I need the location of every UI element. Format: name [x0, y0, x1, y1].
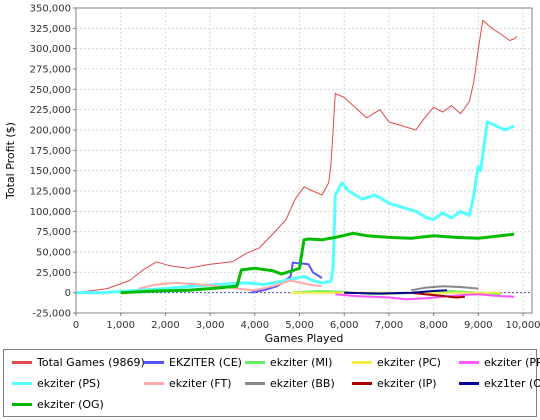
y-tick-label: 50,000	[36, 248, 71, 259]
series-line-4	[335, 293, 515, 301]
legend-label: ekziter (BB)	[270, 377, 335, 390]
legend-swatch	[352, 382, 372, 385]
y-tick-label: 75,000	[36, 227, 71, 238]
legend-label: ekziter (FT)	[169, 377, 232, 390]
x-tick-label: 4,000	[241, 320, 270, 331]
series-line-5	[76, 120, 515, 295]
legend-label: ekziter (OG)	[37, 398, 104, 411]
legend-swatch	[459, 361, 479, 364]
x-axis-ticks: 0 1,000 2,000 3,000 4,000 5,000 6,000 7,000 8,00…	[73, 313, 540, 331]
legend-label: ekz1ter (OG)	[484, 377, 540, 390]
legend-item: ekziter (PS)	[12, 377, 100, 390]
legend-label: ekziter (PR)	[484, 356, 540, 369]
x-tick-label: 9,000	[464, 320, 493, 331]
legend-item: ekziter (OG)	[12, 398, 104, 411]
legend-swatch	[245, 382, 265, 385]
y-tick-label: 0	[65, 288, 71, 299]
x-tick-label: 1,000	[106, 320, 135, 331]
y-tick-label: 125,000	[30, 187, 71, 198]
x-tick-label: 8,000	[419, 320, 448, 331]
series-line-7	[411, 285, 479, 292]
line-chart: -25,000025,00050,00075,000100,000125,000…	[4, 4, 540, 346]
legend-item: ekz1ter (OG)	[459, 377, 540, 390]
legend-item: EKZITER (CE)	[144, 356, 242, 369]
x-tick-label: 3,000	[196, 320, 225, 331]
legend-label: Total Games (9869)	[37, 356, 145, 369]
series-lines	[75, 19, 518, 301]
legend-label: ekziter (PC)	[377, 356, 441, 369]
series-line-6	[138, 279, 323, 292]
y-tick-label: 325,000	[30, 24, 71, 35]
y-tick-label: 350,000	[30, 4, 71, 15]
legend-label: ekziter (MI)	[270, 356, 333, 369]
x-tick-label: 10,000	[506, 320, 540, 331]
y-tick-label: 25,000	[36, 268, 71, 279]
legend-label: ekziter (IP)	[377, 377, 437, 390]
series-line-0	[75, 19, 518, 294]
y-tick-label: 275,000	[30, 65, 71, 76]
x-tick-label: 5,000	[285, 320, 314, 331]
legend-item: ekziter (BB)	[245, 377, 335, 390]
y-tick-label: 250,000	[30, 85, 71, 96]
legend-swatch	[144, 382, 164, 385]
legend-swatch	[352, 361, 372, 364]
x-tick-label: 6,000	[330, 320, 359, 331]
chart-legend: Total Games (9869) EKZITER (CE) ekziter (M…	[3, 349, 540, 417]
y-tick-label: 225,000	[30, 105, 71, 116]
legend-swatch	[144, 361, 164, 364]
legend-swatch	[12, 382, 32, 385]
y-tick-label: 150,000	[30, 166, 71, 177]
series-line-10	[120, 231, 515, 295]
y-tick-label: 100,000	[30, 207, 71, 218]
x-tick-label: 2,000	[151, 320, 180, 331]
series-line-9	[344, 289, 448, 295]
legend-label: EKZITER (CE)	[169, 356, 242, 369]
legend-item: Total Games (9869)	[12, 356, 145, 369]
y-axis-title: Total Profit ($)	[4, 122, 17, 200]
y-tick-label: 200,000	[30, 126, 71, 137]
legend-swatch	[12, 361, 32, 364]
y-tick-label: 175,000	[30, 146, 71, 157]
legend-item: ekziter (PR)	[459, 356, 540, 369]
y-axis-ticks: -25,000 0 25,000 50,000 75,000 100,000 125,000…	[30, 4, 76, 320]
x-axis-title: Games Played	[265, 332, 344, 345]
legend-item: ekziter (PC)	[352, 356, 441, 369]
y-tick-label: 300,000	[30, 44, 71, 55]
legend-item: ekziter (FT)	[144, 377, 232, 390]
legend-swatch	[245, 361, 265, 364]
plot-frame	[75, 7, 533, 314]
y-tick-label: -25,000	[32, 309, 71, 320]
legend-swatch	[12, 403, 32, 406]
series-line-8	[411, 291, 465, 299]
legend-label: ekziter (PS)	[37, 377, 101, 390]
x-tick-label: 7,000	[375, 320, 404, 331]
grid-lines	[75, 7, 532, 314]
legend-item: ekziter (MI)	[245, 356, 332, 369]
legend-item: ekziter (IP)	[352, 377, 437, 390]
legend-swatch	[459, 382, 479, 385]
x-tick-label: 0	[73, 320, 79, 331]
